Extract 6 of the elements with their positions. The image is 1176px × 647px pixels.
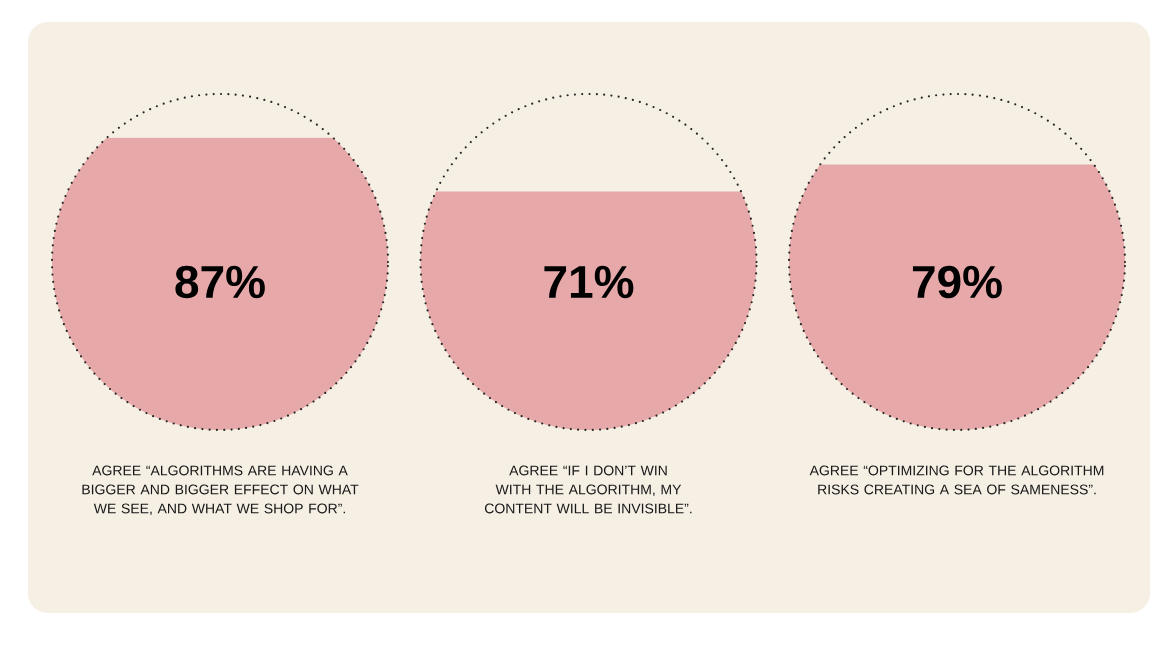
data-label: 79% xyxy=(912,265,1002,299)
category-label: AGREE “OPTIMIZING FOR THE ALGORITHM RISKS CREATING A SEA OF SAMENESS”. xyxy=(809,465,1104,495)
data-label: 87% xyxy=(175,265,265,299)
category-label: AGREE “ALGORITHMS ARE HAVING A BIGGER AND BIGGER EFFECT ON WHAT WE SEE, AND WHAT WE SHOP FOR”. xyxy=(82,465,359,516)
data-label: 71% xyxy=(544,265,634,299)
category-label: AGREE “IF I DON’T WIN WITH THE ALGORITHM, MY CONTENT WILL BE INVISIBLE”. xyxy=(484,465,692,514)
